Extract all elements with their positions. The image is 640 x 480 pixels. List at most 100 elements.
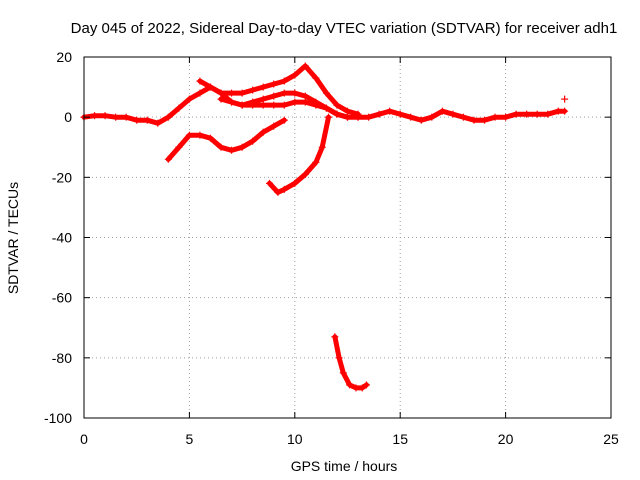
data-point [318, 143, 326, 151]
data-point [280, 77, 288, 85]
data-point [217, 95, 225, 103]
data-point [354, 113, 362, 121]
data-point [322, 89, 330, 97]
data-point [196, 77, 204, 85]
data-point [101, 112, 109, 120]
data-point [249, 86, 257, 94]
data-point [249, 137, 257, 145]
x-tick-label: 5 [186, 431, 194, 447]
series-track-c [196, 62, 362, 118]
data-point [164, 155, 172, 163]
data-point [259, 101, 267, 109]
data-point [238, 89, 246, 97]
data-point [335, 354, 343, 362]
data-point [491, 113, 499, 121]
data-point [333, 101, 341, 109]
y-tick-label: 0 [64, 109, 72, 125]
data-point [459, 113, 467, 121]
data-point [122, 113, 130, 121]
data-point [175, 104, 183, 112]
data-point [331, 333, 339, 341]
series-track-f [331, 333, 370, 392]
data-point [280, 116, 288, 124]
data-point [270, 92, 278, 100]
series-track-g [354, 107, 569, 124]
data-point [333, 110, 341, 118]
data-point [344, 113, 351, 121]
data-point [270, 122, 278, 130]
series-line [165, 117, 287, 162]
data-point [280, 185, 288, 193]
data-point [470, 116, 478, 124]
x-tick-label: 0 [80, 431, 88, 447]
series-line [267, 114, 331, 195]
data-point [481, 116, 489, 124]
data-point [346, 381, 354, 389]
series-line [355, 108, 568, 123]
x-tick-label: 10 [287, 431, 303, 447]
data-point [407, 113, 415, 121]
y-tick-label: -60 [52, 290, 72, 306]
data-point [266, 179, 274, 187]
axis-ticks: 0 5 10 15 20 25 -100 -80 -60 -40 -20 0 20 [44, 49, 619, 447]
data-point [449, 110, 457, 118]
data-point [291, 98, 299, 106]
data-point [238, 101, 246, 109]
data-point [217, 143, 225, 151]
data-point [362, 381, 370, 389]
data-point [154, 119, 162, 127]
data-point [206, 83, 214, 91]
data-point [291, 71, 299, 79]
data-point [91, 112, 99, 120]
series-line [197, 63, 361, 117]
data-point [322, 104, 330, 112]
data-point [291, 179, 299, 187]
data-point [554, 107, 562, 115]
data-point [164, 113, 172, 121]
x-tick-label: 20 [498, 431, 514, 447]
data-point [133, 116, 141, 124]
data-point [217, 89, 225, 97]
data-point [325, 113, 333, 121]
y-tick-label: 20 [56, 49, 72, 65]
series-track-d [217, 89, 351, 121]
data-point [291, 89, 299, 97]
data-point [259, 95, 267, 103]
x-axis-label: GPS time / hours [291, 458, 398, 474]
data-point [185, 131, 193, 139]
data-point [301, 170, 309, 178]
data-point [386, 107, 394, 115]
data-point [301, 92, 309, 100]
data-point [301, 62, 309, 70]
data-point [301, 98, 309, 106]
data-point [112, 113, 120, 121]
data-point [270, 101, 278, 109]
data-point [312, 74, 320, 82]
data-point [228, 98, 236, 106]
data-point [280, 101, 288, 109]
data-point [561, 95, 569, 103]
data-point [196, 89, 204, 97]
data-point [238, 143, 246, 151]
data-point [352, 384, 360, 392]
data-point [228, 146, 236, 154]
y-tick-label: -100 [44, 410, 72, 426]
data-series [80, 62, 569, 392]
data-point [417, 116, 425, 124]
data-point [259, 128, 267, 136]
y-tick-label: -20 [52, 169, 72, 185]
data-point [270, 80, 278, 88]
data-point [206, 134, 214, 142]
data-point [196, 131, 204, 139]
data-point [274, 188, 282, 196]
data-point [259, 83, 267, 91]
data-point [502, 113, 510, 121]
data-point [185, 95, 193, 103]
data-point [339, 369, 347, 377]
series-track-b [164, 116, 288, 163]
data-point [544, 110, 552, 118]
data-point [533, 110, 541, 118]
x-tick-label: 25 [603, 431, 619, 447]
series-line [332, 334, 369, 391]
